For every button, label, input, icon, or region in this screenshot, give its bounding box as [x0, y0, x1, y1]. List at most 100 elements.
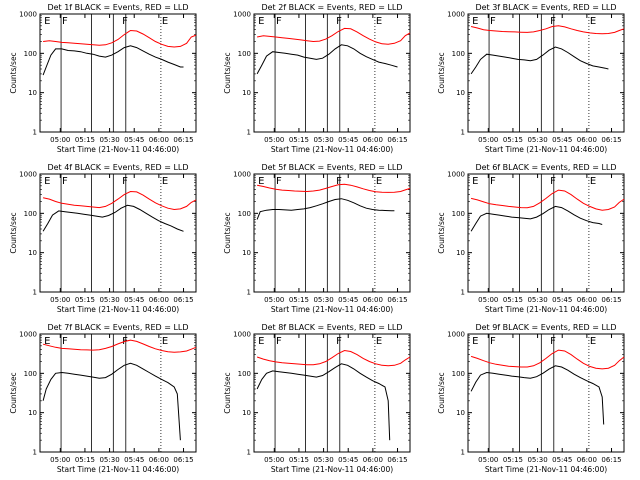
x-tick-label: 05:45 — [124, 296, 144, 304]
flag-F: F — [550, 16, 556, 27]
y-tick-label: 10 — [456, 409, 465, 417]
panel-1: Det 1f BLACK = Events, RED = LLD E F F E 1 10 1… — [9, 3, 197, 154]
plot-frame — [39, 333, 197, 453]
x-tick-label: 05:30 — [313, 296, 333, 304]
flag-E: E — [376, 176, 382, 187]
x-tick-label: 05:45 — [338, 296, 358, 304]
x-tick-label: 05:45 — [124, 456, 144, 464]
panel-title: Det 3f BLACK = Events, RED = LLD — [475, 3, 616, 12]
y-axis-label: Counts/sec — [223, 52, 232, 93]
x-tick-label: 05:30 — [527, 296, 547, 304]
flag-E: E — [590, 16, 596, 27]
flag-E: E — [162, 336, 168, 347]
series-events — [256, 44, 398, 75]
flag-E: E — [376, 16, 382, 27]
plot-frame — [253, 333, 411, 453]
y-tick-label: 1 — [33, 129, 37, 137]
flag-F: F — [62, 176, 68, 187]
y-tick-label: 1000 — [233, 171, 251, 179]
y-tick-label: 1 — [33, 449, 37, 457]
flag-F: F — [276, 176, 282, 187]
y-tick-label: 1000 — [447, 171, 465, 179]
plot-frame — [253, 173, 411, 293]
x-tick-label: 06:00 — [363, 456, 383, 464]
x-tick-label: 06:00 — [363, 296, 383, 304]
x-tick-label: 05:30 — [527, 456, 547, 464]
x-tick-label: 05:30 — [527, 136, 547, 144]
x-axis-label: Start Time (21-Nov-11 04:46:00) — [271, 305, 393, 314]
panel-title: Det 5f BLACK = Events, RED = LLD — [261, 163, 402, 172]
x-tick-label: 06:15 — [173, 136, 193, 144]
y-axis-label: Counts/sec — [9, 52, 18, 93]
series-lld — [256, 349, 411, 367]
plot-frame — [39, 173, 197, 293]
plot-frame — [39, 13, 197, 133]
flag-F: F — [276, 336, 282, 347]
flag-E: E — [590, 176, 596, 187]
y-axis-label: Counts/sec — [437, 212, 446, 253]
y-tick-label: 100 — [238, 50, 251, 58]
y-tick-label: 1 — [461, 129, 465, 137]
x-tick-label: 06:15 — [387, 296, 407, 304]
y-tick-label: 1000 — [447, 11, 465, 19]
x-tick-label: 05:30 — [99, 296, 119, 304]
x-tick-label: 05:30 — [99, 136, 119, 144]
y-axis-label: Counts/sec — [223, 212, 232, 253]
flag-E: E — [44, 16, 50, 27]
flag-E: E — [258, 16, 264, 27]
x-tick-label: 06:15 — [601, 296, 621, 304]
y-axis-label: Counts/sec — [223, 372, 232, 413]
x-tick-label: 06:15 — [173, 296, 193, 304]
y-tick-label: 100 — [238, 210, 251, 218]
x-tick-label: 06:15 — [601, 456, 621, 464]
x-axis-label: Start Time (21-Nov-11 04:46:00) — [57, 145, 179, 154]
flag-F: F — [122, 16, 128, 27]
flag-E: E — [590, 336, 596, 347]
y-tick-label: 1 — [461, 289, 465, 297]
panel-4: Det 4f BLACK = Events, RED = LLD E F F E 1 10 1… — [9, 163, 197, 314]
flag-E: E — [472, 16, 478, 27]
panel-title: Det 8f BLACK = Events, RED = LLD — [261, 323, 402, 332]
series-lld — [256, 27, 411, 45]
y-axis-label: Counts/sec — [437, 52, 446, 93]
x-tick-label: 05:15 — [289, 456, 309, 464]
x-tick-label: 05:30 — [313, 136, 333, 144]
x-axis-label: Start Time (21-Nov-11 04:46:00) — [485, 465, 607, 474]
x-tick-label: 05:30 — [99, 456, 119, 464]
panel-5: Det 5f BLACK = Events, RED = LLD E F F E 1 10 1… — [223, 163, 411, 314]
series-events — [470, 46, 609, 75]
y-tick-label: 1000 — [233, 331, 251, 339]
x-axis-label: Start Time (21-Nov-11 04:46:00) — [485, 145, 607, 154]
y-tick-label: 1000 — [19, 331, 37, 339]
flag-E: E — [162, 16, 168, 27]
series-events — [42, 362, 181, 441]
flag-E: E — [162, 176, 168, 187]
x-axis-label: Start Time (21-Nov-11 04:46:00) — [271, 145, 393, 154]
y-tick-label: 100 — [24, 370, 37, 378]
y-tick-label: 10 — [28, 89, 37, 97]
flag-F: F — [276, 16, 282, 27]
y-tick-label: 100 — [452, 210, 465, 218]
flag-E: E — [472, 336, 478, 347]
flag-E: E — [44, 176, 50, 187]
x-tick-label: 06:15 — [387, 136, 407, 144]
x-tick-label: 05:00 — [264, 296, 284, 304]
x-tick-label: 05:15 — [503, 456, 523, 464]
x-tick-label: 06:15 — [387, 456, 407, 464]
x-tick-label: 06:00 — [577, 136, 597, 144]
x-axis-label: Start Time (21-Nov-11 04:46:00) — [57, 305, 179, 314]
flag-F: F — [62, 16, 68, 27]
x-tick-label: 06:15 — [601, 136, 621, 144]
y-tick-label: 1 — [247, 289, 251, 297]
flag-E: E — [258, 336, 264, 347]
y-tick-label: 1 — [247, 129, 251, 137]
y-tick-label: 100 — [24, 50, 37, 58]
plot-frame — [467, 333, 625, 453]
series-lld — [42, 190, 197, 211]
x-tick-label: 05:30 — [313, 456, 333, 464]
y-tick-label: 10 — [242, 249, 251, 257]
y-axis-label: Counts/sec — [9, 212, 18, 253]
x-tick-label: 05:00 — [50, 456, 70, 464]
x-tick-label: 05:00 — [478, 136, 498, 144]
